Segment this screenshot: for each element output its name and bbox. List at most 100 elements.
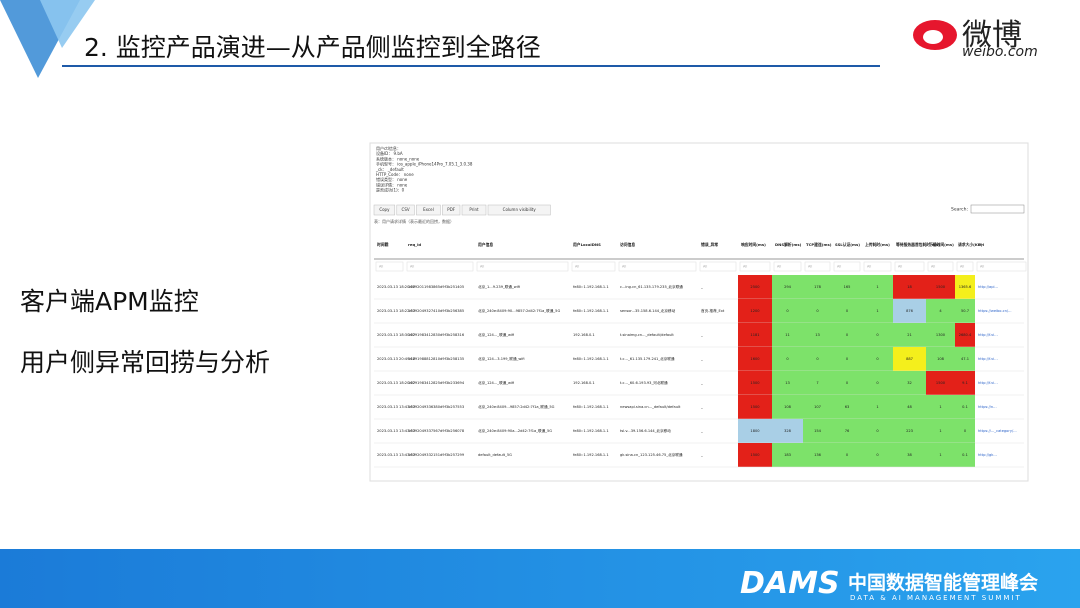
cell-bg	[738, 395, 772, 419]
cell-bg	[955, 299, 975, 323]
search-box[interactable]	[970, 204, 1025, 214]
button[interactable]	[396, 204, 415, 216]
cell-bg	[738, 419, 772, 443]
cell: 11	[785, 333, 790, 337]
filter-placeholder: All	[622, 265, 626, 269]
cell-bg	[772, 347, 803, 371]
cell: 北京_124..._联通_wifi	[478, 380, 514, 385]
filter-box[interactable]	[699, 261, 737, 272]
cell-bg	[862, 395, 893, 419]
button[interactable]	[442, 204, 461, 216]
cell: 50.7	[961, 309, 969, 313]
cell: fe80::1.192.168.1.1	[573, 285, 609, 289]
cell: 16792049327410d9f3b256385	[408, 309, 464, 313]
note: 表：用户请求详情（表示最近的回捞，数据）	[374, 218, 454, 224]
cell: 108	[784, 405, 792, 409]
button[interactable]	[373, 204, 396, 216]
cell: 18	[907, 285, 912, 289]
cell: newsapi.sina.cn..._default/default	[620, 405, 681, 409]
button-label[interactable]: Print	[469, 207, 479, 212]
button[interactable]	[461, 204, 487, 216]
column-header: 错误_异常	[701, 242, 718, 247]
cell: 北京_1...9.239_联通_wifi	[478, 284, 520, 289]
cell-bg	[803, 443, 832, 467]
filter-placeholder: All	[575, 265, 579, 269]
filter-box[interactable]	[804, 261, 831, 272]
filter-box[interactable]	[976, 261, 1027, 272]
cell: 63	[845, 405, 850, 409]
column-header: 上传耗时(ms)	[865, 242, 890, 247]
filter-box[interactable]	[476, 261, 569, 272]
info-line: 系统版本： none_none	[376, 155, 420, 161]
cell-bg	[803, 323, 832, 347]
column-header: req_id	[408, 242, 421, 247]
cell: 4	[939, 309, 942, 313]
button-label[interactable]: PDF	[447, 207, 455, 212]
button-label[interactable]: Copy	[379, 207, 390, 212]
filter-box[interactable]	[927, 261, 954, 272]
filter-box[interactable]	[863, 261, 892, 272]
cell-bg	[862, 299, 893, 323]
cell: fe80::1.192.168.1.1	[573, 357, 609, 361]
filter-box[interactable]	[618, 261, 697, 272]
cell: https://n...	[978, 405, 997, 409]
cell: 北京_240e:8409...9857:2d42:7f1a_联通_5G	[478, 404, 555, 409]
cell: 0	[786, 357, 789, 361]
cell: 1800	[750, 429, 760, 433]
filter-box[interactable]	[956, 261, 974, 272]
button-label[interactable]: CSV	[402, 207, 410, 212]
cell: fe80::1.192.168.1.1	[573, 405, 609, 409]
cell: 首页-推荐_Ext	[701, 308, 725, 313]
cell-bg	[893, 395, 926, 419]
cell: 2023-03-13 13:43:53	[377, 405, 415, 409]
title: 2. 监控产品演进—从产品侧监控到全路径	[84, 33, 541, 62]
bullet: 用户侧异常回捞与分析	[20, 348, 271, 377]
column-header: 响应时间(ms)	[741, 242, 766, 247]
cell-bg	[738, 299, 772, 323]
cell: 1500	[936, 381, 946, 385]
info-line: _ck： _default	[375, 167, 404, 172]
cell: 165	[844, 285, 851, 289]
cell-bg	[926, 347, 955, 371]
cell: tsl.v...39.156.6.144_北京移动	[620, 428, 671, 433]
cell: 294	[784, 285, 792, 289]
filter-placeholder: All	[980, 265, 984, 269]
cell: 2023-03-13 18:20:00	[377, 285, 416, 289]
cell: 2023-03-13 13:43:53	[377, 453, 415, 457]
cell: 876	[906, 309, 914, 313]
column-header: 下载时间(ms)	[929, 242, 954, 247]
button-label[interactable]: Excel	[423, 207, 434, 212]
cell-bg	[893, 443, 926, 467]
filter-box[interactable]	[739, 261, 771, 272]
filter-placeholder: All	[808, 265, 812, 269]
column-header: 等待服务器首包耗时(ms)	[895, 242, 940, 247]
cell-bg	[893, 275, 926, 299]
cell-bg	[955, 347, 975, 371]
cell: 1	[939, 429, 941, 433]
column-header: 访问信息	[620, 242, 635, 247]
filter-box[interactable]	[406, 261, 474, 272]
column-header: Url	[978, 242, 984, 247]
filter-box[interactable]	[571, 261, 616, 272]
column-header: 用户LocalDNS	[572, 242, 601, 247]
filter-box[interactable]	[894, 261, 925, 272]
cell-bg	[955, 371, 975, 395]
cell: 0	[876, 453, 879, 457]
column-header: TCP建连(ms)	[806, 242, 832, 247]
cell-bg	[893, 299, 926, 323]
cell-bg	[738, 323, 772, 347]
cell: _	[700, 381, 703, 385]
button[interactable]	[487, 204, 551, 216]
button[interactable]	[416, 204, 441, 216]
button-label[interactable]: Column visibility	[503, 207, 537, 212]
filter-placeholder: All	[410, 265, 414, 269]
cell: 887	[906, 357, 913, 361]
filter-box[interactable]	[375, 261, 404, 272]
cell-bg	[862, 347, 893, 371]
filter-box[interactable]	[833, 261, 861, 272]
cell: 76	[845, 429, 850, 433]
cell: c...ing.cn_61.135.179.235_北京联通	[620, 284, 683, 289]
filter-box[interactable]	[773, 261, 802, 272]
filter-placeholder: All	[898, 265, 902, 269]
cell-bg	[803, 347, 832, 371]
